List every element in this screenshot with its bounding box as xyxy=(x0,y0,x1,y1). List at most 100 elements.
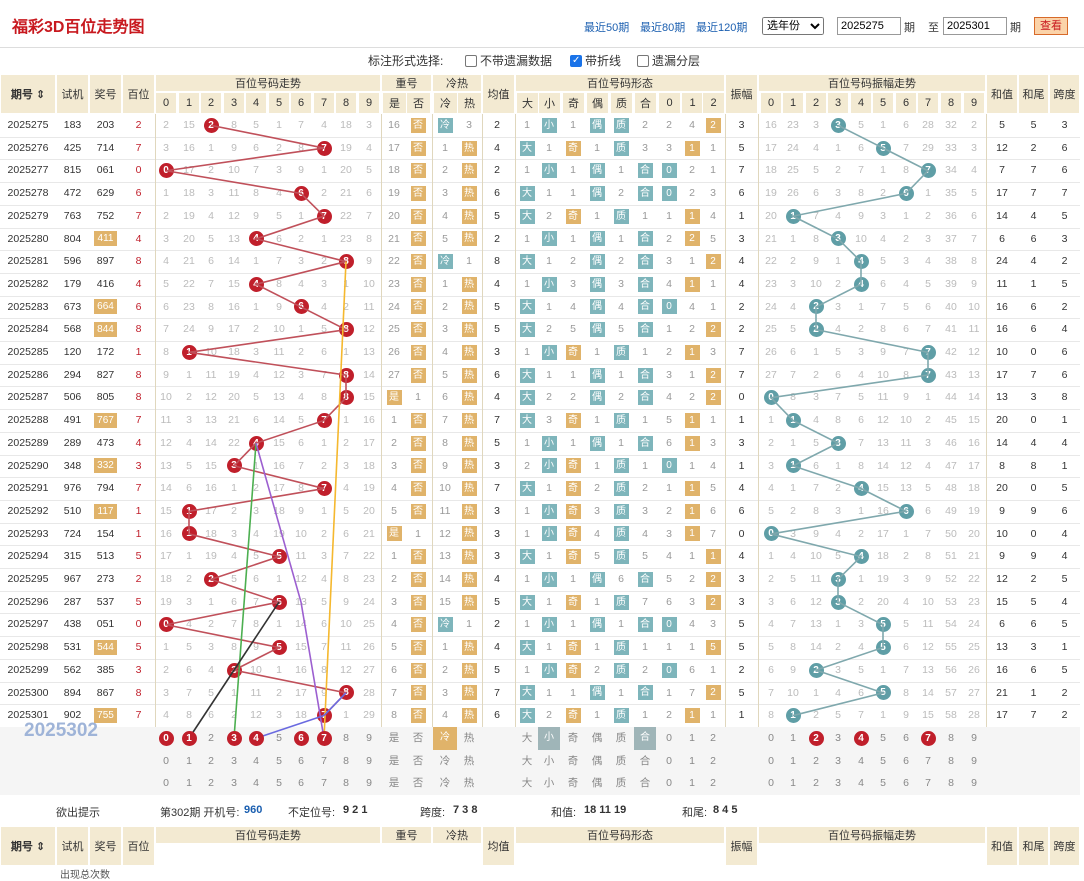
predict-hot[interactable]: 热 xyxy=(463,731,475,744)
predict-row[interactable] xyxy=(0,749,1080,773)
predict-amp-digit[interactable]: 4 xyxy=(858,754,864,767)
option-no-miss[interactable]: 不带遗漏数据 xyxy=(465,52,552,69)
predict-form[interactable]: 1 xyxy=(689,777,695,790)
predict-hot[interactable]: 热 xyxy=(463,777,475,790)
predict-form[interactable]: 合 xyxy=(639,754,651,767)
predict-form[interactable]: 奇 xyxy=(567,731,579,744)
predict-amp-digit[interactable]: 0 xyxy=(768,731,774,744)
predict-amp-digit[interactable]: 5 xyxy=(880,754,886,767)
predict-amp-digit[interactable]: 4 xyxy=(858,777,864,790)
predict-form[interactable]: 质 xyxy=(615,777,627,790)
predict-digit[interactable]: 4 xyxy=(253,777,259,790)
predict-ball[interactable]: 3 xyxy=(226,730,242,746)
predict-form-tag[interactable]: 合 xyxy=(634,726,656,750)
predict-digit[interactable]: 6 xyxy=(298,777,304,790)
predict-digit[interactable]: 6 xyxy=(298,754,304,767)
predict-form[interactable]: 大 xyxy=(521,754,533,767)
predict-amp-digit[interactable]: 8 xyxy=(948,777,954,790)
predict-amp-digit[interactable]: 3 xyxy=(835,731,841,744)
link-recent-80[interactable]: 最近80期 xyxy=(640,22,686,34)
predict-form[interactable]: 1 xyxy=(689,731,695,744)
predict-form[interactable]: 质 xyxy=(615,754,627,767)
option-line[interactable]: 带折线 xyxy=(570,52,621,69)
predict-form[interactable]: 小 xyxy=(543,754,555,767)
predict-form[interactable]: 大 xyxy=(521,777,533,790)
predict-amp-digit[interactable]: 0 xyxy=(768,777,774,790)
predict-row[interactable] xyxy=(0,772,1080,795)
predict-digit[interactable]: 2 xyxy=(208,777,214,790)
predict-amp-digit[interactable]: 6 xyxy=(903,777,909,790)
predict-digit[interactable]: 7 xyxy=(321,777,327,790)
predict-ball[interactable]: 1 xyxy=(181,730,197,746)
predict-cold[interactable]: 冷 xyxy=(439,777,451,790)
predict-form[interactable]: 0 xyxy=(666,754,672,767)
predict-form[interactable]: 大 xyxy=(521,731,533,744)
predict-digit[interactable]: 0 xyxy=(163,777,169,790)
predict-amp-digit[interactable]: 2 xyxy=(813,777,819,790)
predict-digit[interactable]: 5 xyxy=(276,777,282,790)
predict-amp-digit[interactable]: 3 xyxy=(835,777,841,790)
predict-repeat[interactable]: 否 xyxy=(412,754,424,767)
predict-amp-digit[interactable]: 1 xyxy=(790,754,796,767)
predict-digit[interactable]: 5 xyxy=(276,731,282,744)
predict-amp-digit[interactable]: 7 xyxy=(925,754,931,767)
predict-amp-digit[interactable]: 0 xyxy=(768,754,774,767)
predict-amp-digit[interactable]: 9 xyxy=(971,754,977,767)
checkbox-checked-icon[interactable] xyxy=(570,54,582,67)
predict-amp-ball[interactable]: 7 xyxy=(920,730,936,746)
link-recent-50[interactable]: 最近50期 xyxy=(584,22,630,34)
predict-digit[interactable]: 4 xyxy=(253,754,259,767)
from-issue-input[interactable] xyxy=(837,17,901,35)
year-select[interactable]: 选年份 xyxy=(762,17,824,35)
checkbox-icon[interactable] xyxy=(637,54,649,67)
predict-form[interactable]: 0 xyxy=(666,777,672,790)
predict-hot[interactable]: 热 xyxy=(463,754,475,767)
predict-digit[interactable]: 1 xyxy=(186,754,192,767)
predict-form[interactable]: 奇 xyxy=(567,754,579,767)
predict-form[interactable]: 偶 xyxy=(591,754,603,767)
predict-digit[interactable]: 8 xyxy=(343,731,349,744)
predict-amp-digit[interactable]: 7 xyxy=(925,777,931,790)
to-issue-input[interactable] xyxy=(943,17,1007,35)
predict-amp-digit[interactable]: 3 xyxy=(835,754,841,767)
link-recent-120[interactable]: 最近120期 xyxy=(696,22,748,34)
predict-digit[interactable]: 2 xyxy=(208,754,214,767)
predict-amp-digit[interactable]: 1 xyxy=(790,731,796,744)
predict-digit[interactable]: 5 xyxy=(276,754,282,767)
predict-form[interactable]: 1 xyxy=(689,754,695,767)
predict-digit[interactable]: 1 xyxy=(186,777,192,790)
predict-repeat[interactable]: 否 xyxy=(412,777,424,790)
predict-form[interactable]: 2 xyxy=(710,777,716,790)
predict-digit[interactable]: 8 xyxy=(343,754,349,767)
predict-form[interactable]: 2 xyxy=(710,731,716,744)
predict-cold-tag[interactable]: 冷 xyxy=(433,726,457,750)
predict-form[interactable]: 偶 xyxy=(591,777,603,790)
predict-amp-ball[interactable]: 2 xyxy=(808,730,824,746)
predict-form[interactable]: 合 xyxy=(639,777,651,790)
predict-repeat[interactable]: 是 xyxy=(388,754,400,767)
predict-amp-digit[interactable]: 8 xyxy=(948,754,954,767)
predict-form[interactable]: 小 xyxy=(543,777,555,790)
predict-form[interactable]: 0 xyxy=(666,731,672,744)
predict-ball[interactable]: 4 xyxy=(248,730,264,746)
predict-repeat[interactable]: 是 xyxy=(388,777,400,790)
predict-amp-digit[interactable]: 6 xyxy=(903,731,909,744)
predict-digit[interactable]: 9 xyxy=(366,731,372,744)
predict-form-tag[interactable]: 小 xyxy=(538,726,560,750)
predict-form[interactable]: 奇 xyxy=(567,777,579,790)
predict-form[interactable]: 2 xyxy=(710,754,716,767)
predict-digit[interactable]: 9 xyxy=(366,754,372,767)
checkbox-icon[interactable] xyxy=(465,54,477,67)
predict-ball[interactable]: 6 xyxy=(293,730,309,746)
predict-amp-digit[interactable]: 6 xyxy=(903,754,909,767)
predict-digit[interactable]: 3 xyxy=(231,777,237,790)
predict-ball[interactable]: 0 xyxy=(158,730,174,746)
predict-digit[interactable]: 3 xyxy=(231,754,237,767)
predict-digit[interactable]: 7 xyxy=(321,754,327,767)
predict-digit[interactable]: 2 xyxy=(208,731,214,744)
predict-cold[interactable]: 冷 xyxy=(439,754,451,767)
predict-repeat[interactable]: 是 xyxy=(388,731,400,744)
predict-digit[interactable]: 0 xyxy=(163,754,169,767)
view-button[interactable]: 查看 xyxy=(1034,17,1068,35)
predict-ball[interactable]: 7 xyxy=(316,730,332,746)
